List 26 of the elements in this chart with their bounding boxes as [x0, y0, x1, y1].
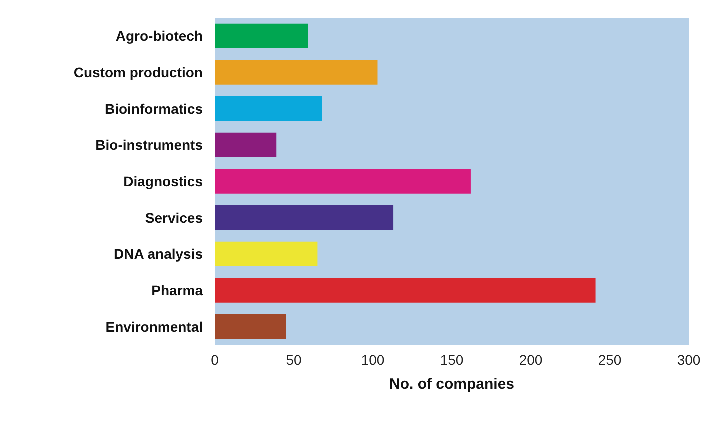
bar: [215, 60, 378, 85]
x-axis-title: No. of companies: [389, 376, 515, 393]
x-tick-label: 0: [211, 352, 220, 368]
bar: [215, 205, 394, 230]
x-tick-label: 200: [519, 352, 543, 368]
y-tick-label: Environmental: [106, 318, 203, 335]
x-tick-label: 50: [286, 352, 302, 368]
bar: [215, 278, 596, 303]
y-tick-label: Bioinformatics: [104, 100, 204, 117]
x-tick-label: 250: [598, 352, 622, 368]
bar: [215, 24, 308, 49]
x-tick-label: 150: [440, 352, 464, 368]
bar: [215, 314, 286, 340]
x-tick-label: 100: [361, 352, 385, 368]
x-tick-label: 300: [677, 352, 701, 368]
bar: [215, 96, 322, 122]
y-tick-label: Services: [145, 210, 204, 226]
y-tick-label: Bio-instruments: [96, 137, 204, 154]
bar: [215, 132, 277, 158]
bar: [215, 169, 471, 194]
y-tick-label: Custom production: [74, 64, 203, 80]
y-tick-label: Agro-biotech: [116, 28, 203, 44]
bar: [215, 242, 318, 267]
y-tick-label: Diagnostics: [124, 174, 204, 190]
y-tick-label: Pharma: [152, 282, 204, 298]
y-tick-label: DNA analysis: [114, 246, 204, 262]
